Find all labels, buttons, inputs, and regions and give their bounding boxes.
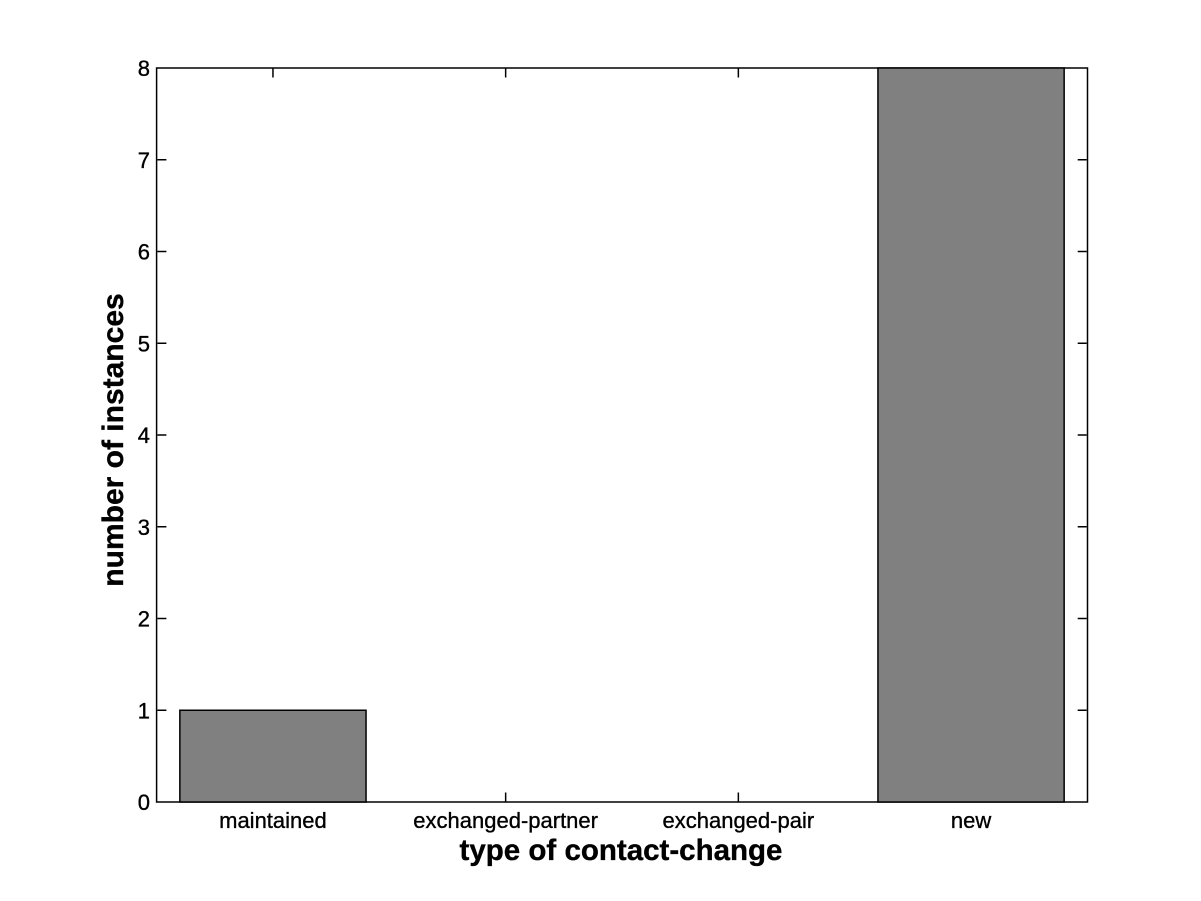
svg-text:7: 7	[138, 148, 150, 173]
svg-text:3: 3	[138, 515, 150, 540]
svg-text:number of instances: number of instances	[97, 293, 130, 586]
svg-text:exchanged-partner: exchanged-partner	[413, 808, 598, 833]
svg-text:6: 6	[138, 240, 150, 265]
svg-text:1: 1	[138, 698, 150, 723]
svg-text:type of contact-change: type of contact-change	[460, 834, 783, 867]
svg-text:4: 4	[138, 423, 150, 448]
svg-text:exchanged-pair: exchanged-pair	[663, 808, 815, 833]
svg-text:2: 2	[138, 607, 150, 632]
svg-text:new: new	[951, 808, 991, 833]
svg-text:0: 0	[138, 790, 150, 815]
svg-text:5: 5	[138, 331, 150, 356]
svg-text:8: 8	[138, 56, 150, 81]
svg-text:maintained: maintained	[219, 808, 327, 833]
